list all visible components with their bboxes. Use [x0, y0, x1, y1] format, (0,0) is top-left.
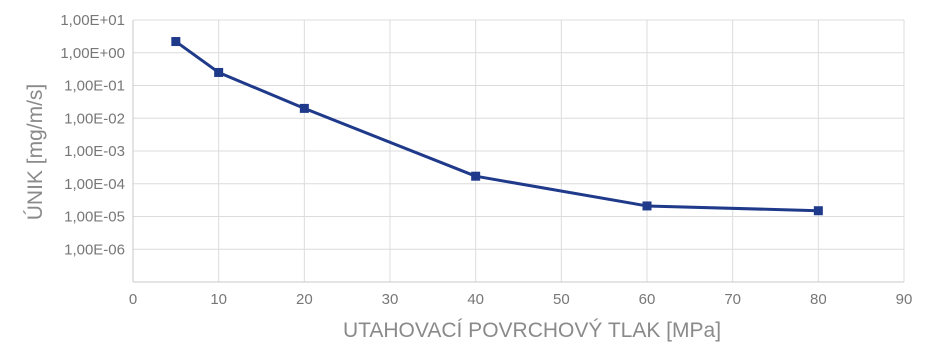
data-point [299, 103, 309, 113]
x-tick-labels: 0 10 20 30 40 50 60 70 80 90 [129, 291, 913, 308]
y-tick-label: 1,00E+00 [60, 45, 125, 62]
data-point [214, 67, 224, 77]
x-tick-label: 50 [553, 291, 570, 308]
series-line [174, 40, 819, 213]
x-tick-label: 20 [296, 291, 313, 308]
x-axis-title: UTAHOVACÍ POVRCHOVÝ TLAK [MPa] [343, 319, 721, 342]
x-tick-label: 10 [210, 291, 227, 308]
x-tick-label: 60 [639, 291, 656, 308]
y-tick-label: 1,00E-04 [64, 176, 125, 193]
data-point [642, 201, 652, 211]
data-point [471, 171, 481, 181]
series [171, 37, 823, 216]
y-tick-label: 1,00E-01 [64, 78, 125, 95]
y-axis-title: ÚNIK [mg/m/s] [24, 84, 47, 221]
y-tick-labels: 1,00E+01 1,00E+00 1,00E-01 1,00E-02 1,00E-03… [60, 12, 125, 258]
y-tick-label: 1,00E-05 [64, 209, 125, 226]
x-tick-label: 70 [724, 291, 741, 308]
y-tick-label: 1,00E-02 [64, 110, 125, 127]
x-tick-label: 30 [382, 291, 399, 308]
x-tick-label: 0 [129, 291, 137, 308]
x-tick-label: 40 [467, 291, 484, 308]
y-tick-label: 1,00E+01 [60, 12, 125, 29]
y-tick-label: 1,00E-06 [64, 241, 125, 258]
x-tick-label: 90 [896, 291, 913, 308]
x-tick-label: 80 [810, 291, 827, 308]
gridlines [133, 19, 905, 282]
data-point [813, 206, 823, 216]
y-tick-label: 1,00E-03 [64, 143, 125, 160]
data-point [171, 37, 181, 47]
plot-frame [132, 20, 904, 283]
